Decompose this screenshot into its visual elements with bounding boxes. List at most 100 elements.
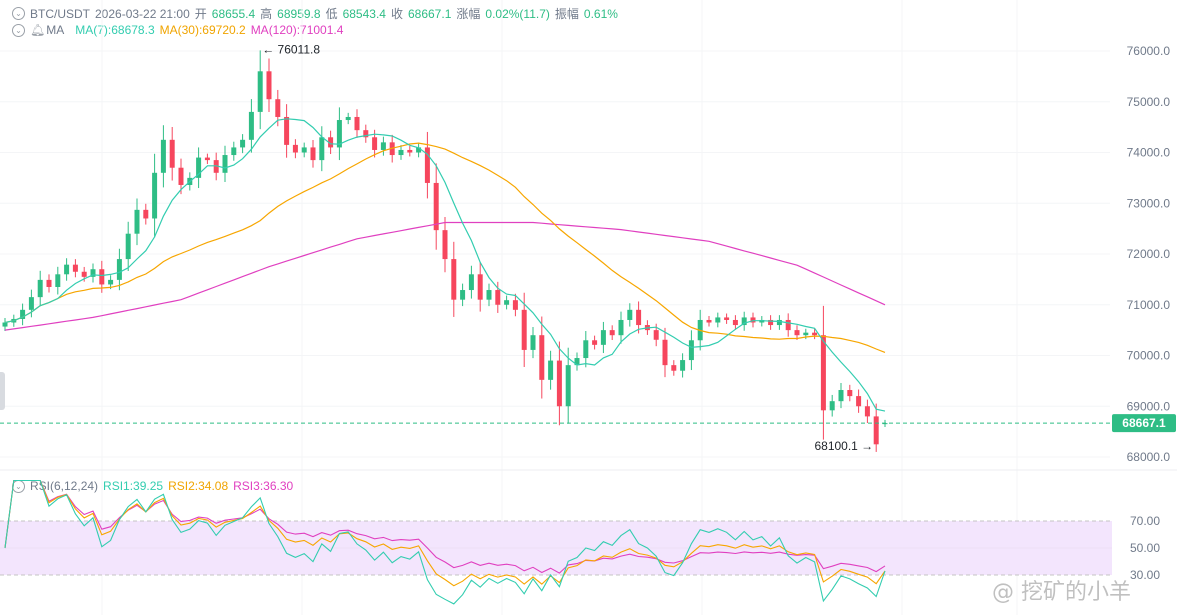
candle-body [398, 149, 404, 156]
candle [636, 301, 642, 334]
candle [486, 283, 492, 307]
candle-body [609, 330, 615, 336]
y-tick-label: 72000.0 [1127, 247, 1171, 261]
y-tick-label: 74000.0 [1127, 146, 1171, 160]
candle [152, 153, 158, 238]
high-label: 高 [260, 7, 273, 21]
candle-body [424, 147, 430, 183]
candle-body [600, 330, 606, 345]
candle [460, 283, 466, 307]
collapse-chevron-icon[interactable]: ⌄ [12, 7, 25, 20]
collapse-chevron-icon[interactable]: ⌄ [12, 23, 25, 37]
rsi-tick-label: 70.00 [1130, 514, 1160, 528]
candle-body [433, 182, 439, 231]
candle-body [873, 416, 879, 445]
rsi-label: RSI(6,12,24) [30, 479, 99, 493]
y-tick-label: 75000.0 [1127, 95, 1171, 109]
candle-body [460, 290, 466, 300]
candle-body [196, 157, 202, 178]
candle [768, 315, 774, 330]
candle [600, 321, 606, 354]
candle [64, 258, 70, 281]
candle [495, 281, 501, 313]
candle [398, 145, 404, 160]
candle [548, 350, 554, 390]
candle-body [618, 319, 624, 336]
open-value: 68655.4 [211, 6, 256, 21]
candle-body [134, 209, 140, 234]
pane-resize-handle[interactable] [0, 372, 5, 410]
rsi3-line [4, 479, 886, 574]
candle [178, 158, 184, 195]
candle-body [46, 279, 52, 287]
candle-body [539, 335, 545, 380]
candle-body [284, 116, 290, 145]
candle [20, 303, 26, 326]
candle [116, 248, 122, 291]
candle [257, 50, 263, 130]
y-tick-label: 71000.0 [1127, 298, 1171, 312]
candle-body [363, 130, 369, 138]
bell-icon[interactable]: 🔔︎ [30, 23, 46, 37]
candle [2, 318, 8, 332]
candle-body [222, 155, 228, 173]
candle [433, 163, 439, 250]
candle-body [592, 340, 598, 345]
candle-body [732, 319, 738, 326]
candle-body [90, 269, 96, 277]
candle-body [468, 274, 474, 291]
candle-body [741, 317, 747, 326]
candle [732, 315, 738, 330]
candle-body [345, 116, 351, 121]
rsi-tick-label: 50.00 [1130, 541, 1160, 555]
candle [468, 265, 474, 299]
candle-body [169, 139, 175, 168]
y-tick-label: 73000.0 [1127, 196, 1171, 210]
symbol: BTC/USDT [30, 6, 90, 21]
high-value: 68959.8 [277, 6, 321, 21]
candle [829, 394, 835, 417]
candle-body [838, 390, 844, 402]
candle [627, 303, 633, 327]
candle-body [2, 322, 8, 327]
candle [539, 316, 545, 399]
rsi-legend: ⌄ RSI(6,12,24) RSI1:39.25 RSI2:34.08 RSI… [12, 479, 293, 493]
candle-body [372, 137, 378, 150]
candle-body [37, 279, 43, 298]
candle-body [768, 319, 774, 326]
min-price-annotation: 68100.1 → [814, 439, 873, 453]
y-tick-label: 76000.0 [1127, 44, 1171, 58]
candle-body [794, 330, 800, 336]
candle [354, 109, 360, 138]
candle-body [55, 274, 61, 287]
candle [741, 311, 747, 331]
rsi3-value: RSI3:36.30 [233, 479, 294, 493]
y-tick-label: 68000.0 [1127, 450, 1171, 464]
candle [196, 147, 202, 189]
candle-body [231, 147, 237, 156]
candle [477, 262, 483, 312]
y-tick-label: 70000.0 [1127, 349, 1171, 363]
candle [134, 198, 140, 246]
datetime: 2026-03-22 21:00 [95, 6, 190, 21]
candle-body [28, 297, 34, 310]
candle-body [715, 317, 721, 323]
candle-body [20, 309, 26, 319]
candle [451, 241, 457, 317]
candle-body [416, 147, 422, 153]
candle [750, 312, 756, 328]
candle [688, 330, 694, 371]
candle [292, 139, 298, 159]
candle-body [407, 149, 413, 153]
candle-body [328, 137, 334, 148]
candle-body [680, 360, 686, 371]
ma30-value: MA(30):69720.2 [159, 23, 246, 37]
candle [715, 312, 721, 328]
candle-body [512, 300, 518, 310]
candle-body [724, 317, 730, 320]
candle-body [820, 335, 826, 411]
candle [310, 139, 316, 168]
candle [55, 266, 61, 295]
candle-body [803, 332, 809, 336]
